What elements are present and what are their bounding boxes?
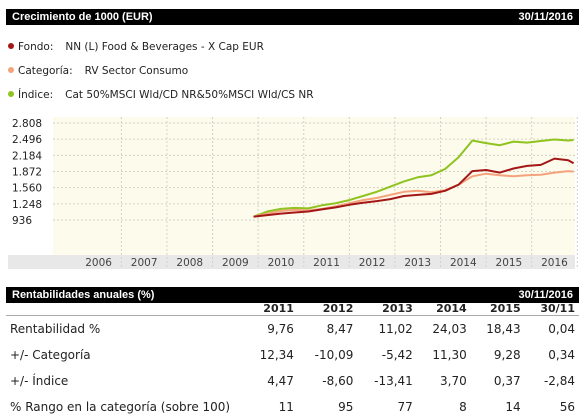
cell-value: 12,34 — [259, 348, 294, 362]
cell-value: 77 — [397, 400, 413, 414]
table-row: % Rango en la categoría (sobre 100) 11 9… — [6, 394, 579, 420]
returns-col-2014: 2014 — [416, 301, 471, 316]
y-axis-ticks: 2.808 2.496 2.184 1.872 1.560 1.248 936 — [12, 118, 42, 227]
x-tick-label: 2012 — [359, 257, 386, 269]
y-tick-label: 1.248 — [12, 199, 42, 211]
cell-value: 18,43 — [486, 322, 521, 336]
x-tick-label: 2008 — [176, 257, 203, 269]
legend-category-value: RV Sector Consumo — [84, 65, 189, 77]
returns-title: Rentabilidades anuales (%) — [12, 289, 155, 301]
cell-value: 8 — [459, 400, 467, 414]
returns-col-2013: 2013 — [357, 301, 417, 316]
x-axis-ticks: 2006 2007 2008 2009 2010 2011 2012 2013 2014 2015… — [85, 257, 568, 269]
cell-value: 95 — [338, 400, 354, 414]
table-row: +/- Índice 4,47 -8,60 -13,41 3,70 0,37 -… — [6, 368, 579, 394]
returns-table: 2011 2012 2013 2014 2015 30/11 Rentabili… — [6, 301, 579, 420]
row-label: % Rango en la categoría (sobre 100) — [10, 400, 231, 414]
x-axis-band — [8, 255, 575, 269]
returns-table-header-row: 2011 2012 2013 2014 2015 30/11 — [6, 301, 579, 316]
chart-date: 30/11/2016 — [518, 11, 573, 23]
x-tick-label: 2011 — [313, 257, 340, 269]
cell-value: 3,70 — [440, 374, 467, 388]
legend-fund-value: NN (L) Food & Beverages - X Cap EUR — [65, 41, 264, 53]
cell-value: 0,34 — [548, 348, 575, 362]
cell-value: 0,37 — [493, 374, 521, 388]
cell-value: 9,28 — [493, 348, 521, 362]
legend-index: Índice: Cat 50%MSCI Wld/CD NR&50%MSCI Wld… — [8, 88, 314, 102]
legend-category: Categoría: RV Sector Consumo — [8, 64, 188, 78]
returns-date: 30/11/2016 — [518, 289, 573, 301]
cell-value: -13,41 — [374, 374, 413, 388]
y-tick-label: 2.184 — [12, 150, 42, 162]
returns-col-2012: 2012 — [297, 301, 358, 316]
legend-index-marker — [8, 91, 14, 97]
chart-header: Crecimiento de 1000 (EUR) 30/11/2016 — [6, 9, 579, 25]
x-tick-label: 2016 — [541, 257, 568, 269]
returns-col-2015: 2015 — [470, 301, 525, 316]
series-lines — [253, 138, 575, 218]
legend-fund: Fondo: NN (L) Food & Beverages - X Cap EU… — [8, 40, 264, 54]
legend-category-marker — [8, 67, 14, 73]
cell-value: 8,47 — [326, 322, 354, 336]
cell-value: 56 — [559, 400, 575, 414]
cell-value: 4,47 — [267, 374, 294, 388]
cell-value: 11,30 — [432, 348, 467, 362]
row-label: +/- Categoría — [10, 348, 91, 362]
chart-title: Crecimiento de 1000 (EUR) — [12, 11, 153, 23]
cell-value: -10,09 — [314, 348, 354, 362]
y-tick-label: 1.872 — [12, 167, 42, 179]
returns-col-ytd: 30/11 — [524, 301, 579, 316]
legend-fund-label: Fondo: — [18, 41, 54, 53]
x-tick-label: 2009 — [222, 257, 249, 269]
plot-background — [53, 117, 575, 255]
x-tick-label: 2014 — [450, 257, 477, 269]
table-row: Rentabilidad % 9,76 8,47 11,02 24,03 18,… — [6, 316, 579, 343]
cell-value: -5,42 — [381, 348, 413, 362]
cell-value: 14 — [505, 400, 521, 414]
legend-index-value: Cat 50%MSCI Wld/CD NR&50%MSCI Wld/CS NR — [65, 89, 314, 101]
series-line-index — [253, 138, 574, 218]
x-tick-label: 2007 — [131, 257, 158, 269]
x-tick-label: 2015 — [496, 257, 523, 269]
series-line-fund — [253, 157, 575, 218]
legend-fund-marker — [8, 43, 14, 49]
y-tick-label: 2.496 — [12, 134, 42, 146]
cell-value: 0,04 — [548, 322, 575, 336]
table-row: +/- Categoría 12,34 -10,09 -5,42 11,30 9… — [6, 342, 579, 368]
returns-header: Rentabilidades anuales (%) 30/11/2016 — [6, 287, 579, 303]
cell-value: 24,03 — [432, 322, 467, 336]
y-tick-label: 1.560 — [12, 183, 42, 195]
cell-value: 11 — [278, 400, 294, 414]
returns-col-2011: 2011 — [244, 301, 298, 316]
legend-index-label: Índice: — [18, 89, 54, 101]
cell-value: 11,02 — [378, 322, 413, 336]
row-label: +/- Índice — [10, 374, 69, 388]
x-tick-label: 2006 — [85, 257, 112, 269]
returns-col-label-header — [6, 301, 244, 316]
x-tick-label: 2013 — [404, 257, 431, 269]
x-tick-label: 2010 — [268, 257, 295, 269]
cell-value: -8,60 — [322, 374, 354, 388]
y-tick-label: 936 — [12, 215, 32, 227]
y-tick-label: 2.808 — [12, 118, 42, 130]
cell-value: -2,84 — [543, 374, 575, 388]
row-label: Rentabilidad % — [10, 322, 101, 336]
cell-value: 9,76 — [267, 322, 294, 336]
legend-category-label: Categoría: — [18, 65, 73, 77]
